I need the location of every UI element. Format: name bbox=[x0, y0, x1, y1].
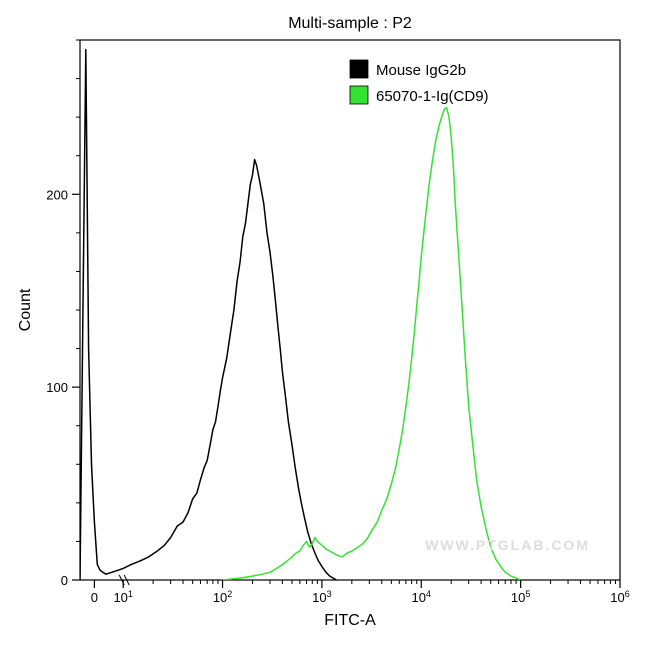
svg-text:103: 103 bbox=[312, 589, 331, 605]
chart-svg: Multi-sample : P2 0 100 200 Count 0 101 102 103 1… bbox=[0, 0, 650, 653]
svg-text:Mouse IgG2b: Mouse IgG2b bbox=[376, 62, 466, 79]
svg-text:100: 100 bbox=[46, 380, 68, 395]
svg-text:0: 0 bbox=[61, 573, 68, 588]
svg-text:106: 106 bbox=[610, 589, 629, 605]
svg-text:Multi-sample : P2: Multi-sample : P2 bbox=[288, 15, 412, 32]
svg-text:0: 0 bbox=[91, 590, 98, 605]
svg-text:FITC-A: FITC-A bbox=[324, 612, 376, 629]
flow-cytometry-chart: Multi-sample : P2 0 100 200 Count 0 101 102 103 1… bbox=[0, 0, 650, 653]
svg-text:102: 102 bbox=[213, 589, 232, 605]
svg-text:101: 101 bbox=[113, 589, 132, 605]
svg-text:200: 200 bbox=[46, 187, 68, 202]
svg-text:105: 105 bbox=[511, 589, 530, 605]
svg-text:65070-1-Ig(CD9): 65070-1-Ig(CD9) bbox=[376, 88, 489, 105]
svg-text:Count: Count bbox=[17, 288, 34, 331]
svg-text:104: 104 bbox=[412, 589, 431, 605]
